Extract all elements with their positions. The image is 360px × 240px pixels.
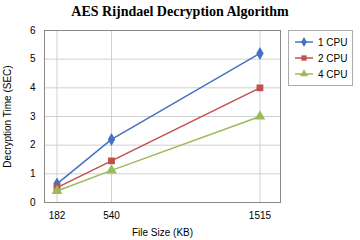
svg-text:4: 4 bbox=[30, 82, 36, 93]
svg-text:0: 0 bbox=[30, 197, 36, 208]
svg-text:540: 540 bbox=[103, 210, 120, 221]
html-text:2 CPU: 2 CPU bbox=[318, 52, 348, 64]
svg-text:1: 1 bbox=[30, 168, 36, 179]
svg-text:5: 5 bbox=[30, 53, 36, 64]
html-text:AES Rijndael Decryption Algori: AES Rijndael Decryption Algorithm bbox=[71, 4, 289, 19]
svg-text:Decryption Time (SEC): Decryption Time (SEC) bbox=[2, 65, 13, 167]
svg-text:6: 6 bbox=[30, 25, 36, 36]
svg-text:2: 2 bbox=[30, 139, 36, 150]
svg-text:182: 182 bbox=[49, 210, 66, 221]
svg-text:File Size (KB): File Size (KB) bbox=[132, 227, 193, 238]
svg-text:1515: 1515 bbox=[249, 210, 272, 221]
svg-text:3: 3 bbox=[30, 111, 36, 122]
html-text:1 CPU: 1 CPU bbox=[318, 36, 348, 48]
html-text:4 CPU: 4 CPU bbox=[318, 68, 348, 80]
